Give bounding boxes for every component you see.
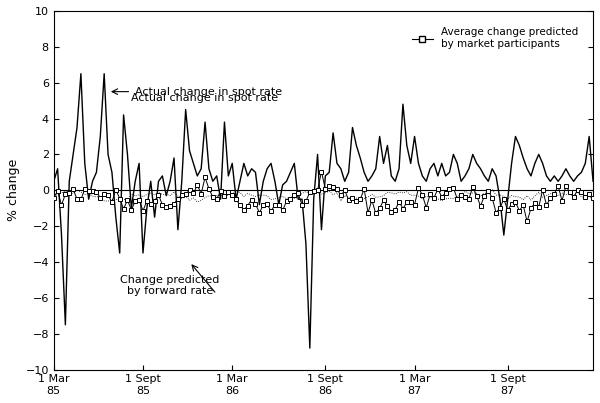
Text: Change predicted
by forward rate: Change predicted by forward rate	[121, 275, 220, 296]
Text: Actual change in spot rate: Actual change in spot rate	[131, 93, 278, 103]
Legend: Average change predicted
by market participants: Average change predicted by market parti…	[408, 23, 583, 53]
Y-axis label: % change: % change	[7, 159, 20, 221]
Text: Actual change in spot rate: Actual change in spot rate	[135, 87, 283, 97]
